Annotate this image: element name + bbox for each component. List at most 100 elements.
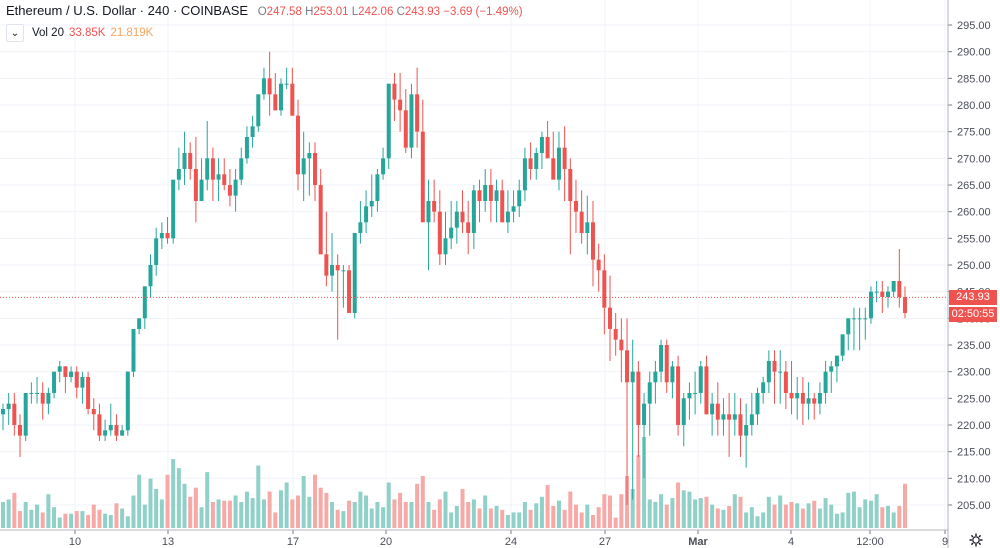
candle-body [233, 179, 238, 196]
candle-body [789, 392, 794, 399]
y-tick-label: 235.00 [957, 340, 991, 352]
volume-bar [755, 516, 760, 528]
y-tick-label: 295.00 [957, 20, 991, 32]
candle-body [358, 222, 363, 233]
candle-body [897, 280, 902, 297]
volume-bar [851, 491, 856, 528]
volume-bar [295, 495, 300, 528]
volume-bar [880, 507, 885, 528]
candle-body [301, 158, 306, 175]
volume-bar [710, 504, 715, 528]
candle-body [551, 158, 556, 180]
candle-body [52, 371, 57, 393]
candle-body [590, 222, 595, 260]
volume-bar [670, 498, 675, 528]
y-tick-label: 260.00 [957, 207, 991, 219]
volume-bar [120, 508, 125, 528]
candle-body [817, 392, 822, 404]
candle-body [698, 366, 703, 393]
volume-bar [522, 502, 527, 528]
candle-body [642, 403, 647, 425]
volume-bar [687, 491, 692, 528]
volume-bar [738, 496, 743, 528]
volume-bar [142, 504, 147, 528]
y-tick-label: 255.00 [957, 233, 991, 245]
candle-body [125, 371, 130, 431]
volume-bar [205, 472, 210, 528]
chevron-down-icon[interactable]: ⌄ [6, 24, 24, 42]
volume-bar [57, 517, 62, 528]
volume-bar [63, 513, 68, 528]
y-tick-label: 220.00 [957, 420, 991, 432]
gear-icon[interactable] [969, 533, 983, 547]
candle-body [744, 424, 749, 436]
candle-body [834, 355, 839, 367]
volume-bar [602, 494, 607, 528]
volume-label[interactable]: Vol 20 [32, 27, 64, 39]
candle-body [409, 94, 414, 148]
volume-bar [783, 504, 788, 528]
y-tick-label: 285.00 [957, 73, 991, 85]
open-value: 247.58 [266, 6, 302, 18]
volume-bar [693, 499, 698, 528]
candle-body [806, 398, 811, 404]
volume-bar [23, 502, 28, 528]
candle-body [284, 83, 289, 85]
volume-bar [341, 511, 346, 528]
volume-bar [12, 492, 17, 528]
volume-bar [590, 515, 595, 528]
candle-body [57, 366, 62, 372]
volume-bar [29, 509, 34, 528]
interval[interactable]: 240 [147, 3, 170, 18]
volume-bar [239, 502, 244, 528]
candle-body [715, 403, 720, 420]
candle-body [420, 131, 425, 223]
volume-bar [267, 491, 272, 528]
candle-body [885, 291, 890, 297]
symbol-name[interactable]: Ethereum / U.S. Dollar [6, 3, 137, 18]
candle-body [693, 392, 698, 394]
candle-body [659, 344, 664, 372]
volume-bar [534, 503, 539, 528]
candle-body [625, 350, 630, 383]
volume-bar [301, 476, 306, 528]
candle-body [18, 424, 23, 436]
volume-bar [375, 502, 380, 528]
candle-body [539, 136, 544, 153]
last-price-tag: 243.93 [949, 290, 997, 305]
x-tick-label: 24 [505, 536, 517, 548]
volume-bar [505, 515, 510, 528]
volume-bar [596, 507, 601, 528]
candle-body [103, 430, 108, 436]
candle-body [846, 318, 851, 335]
volume-bar [460, 489, 465, 528]
volume-bar [721, 509, 726, 528]
high-value: 253.01 [313, 6, 349, 18]
volume-bar [148, 478, 153, 528]
volume-bar [415, 483, 420, 528]
candle-body [12, 403, 17, 425]
volume-bar [891, 512, 896, 528]
volume-bar [176, 468, 181, 528]
candle-body [307, 152, 312, 159]
x-tick-label: 17 [287, 536, 299, 548]
candle-body [341, 270, 346, 272]
volume-bar [846, 492, 851, 528]
volume-bar [454, 505, 459, 528]
candle-body [46, 392, 51, 404]
volume-bar [681, 490, 686, 528]
y-tick-label: 250.00 [957, 260, 991, 272]
candle-body [857, 318, 862, 320]
candle-body [783, 371, 788, 393]
candle-body [415, 94, 420, 132]
volume-bar [772, 504, 777, 528]
volume-bar [278, 490, 283, 528]
volume-bar [539, 496, 544, 528]
candle-body [97, 414, 102, 436]
candle-body [630, 371, 635, 383]
candle-body [63, 366, 68, 377]
volume-bar [613, 517, 618, 528]
candle-body [795, 392, 800, 399]
countdown-tag: 02:50:55 [949, 307, 997, 322]
